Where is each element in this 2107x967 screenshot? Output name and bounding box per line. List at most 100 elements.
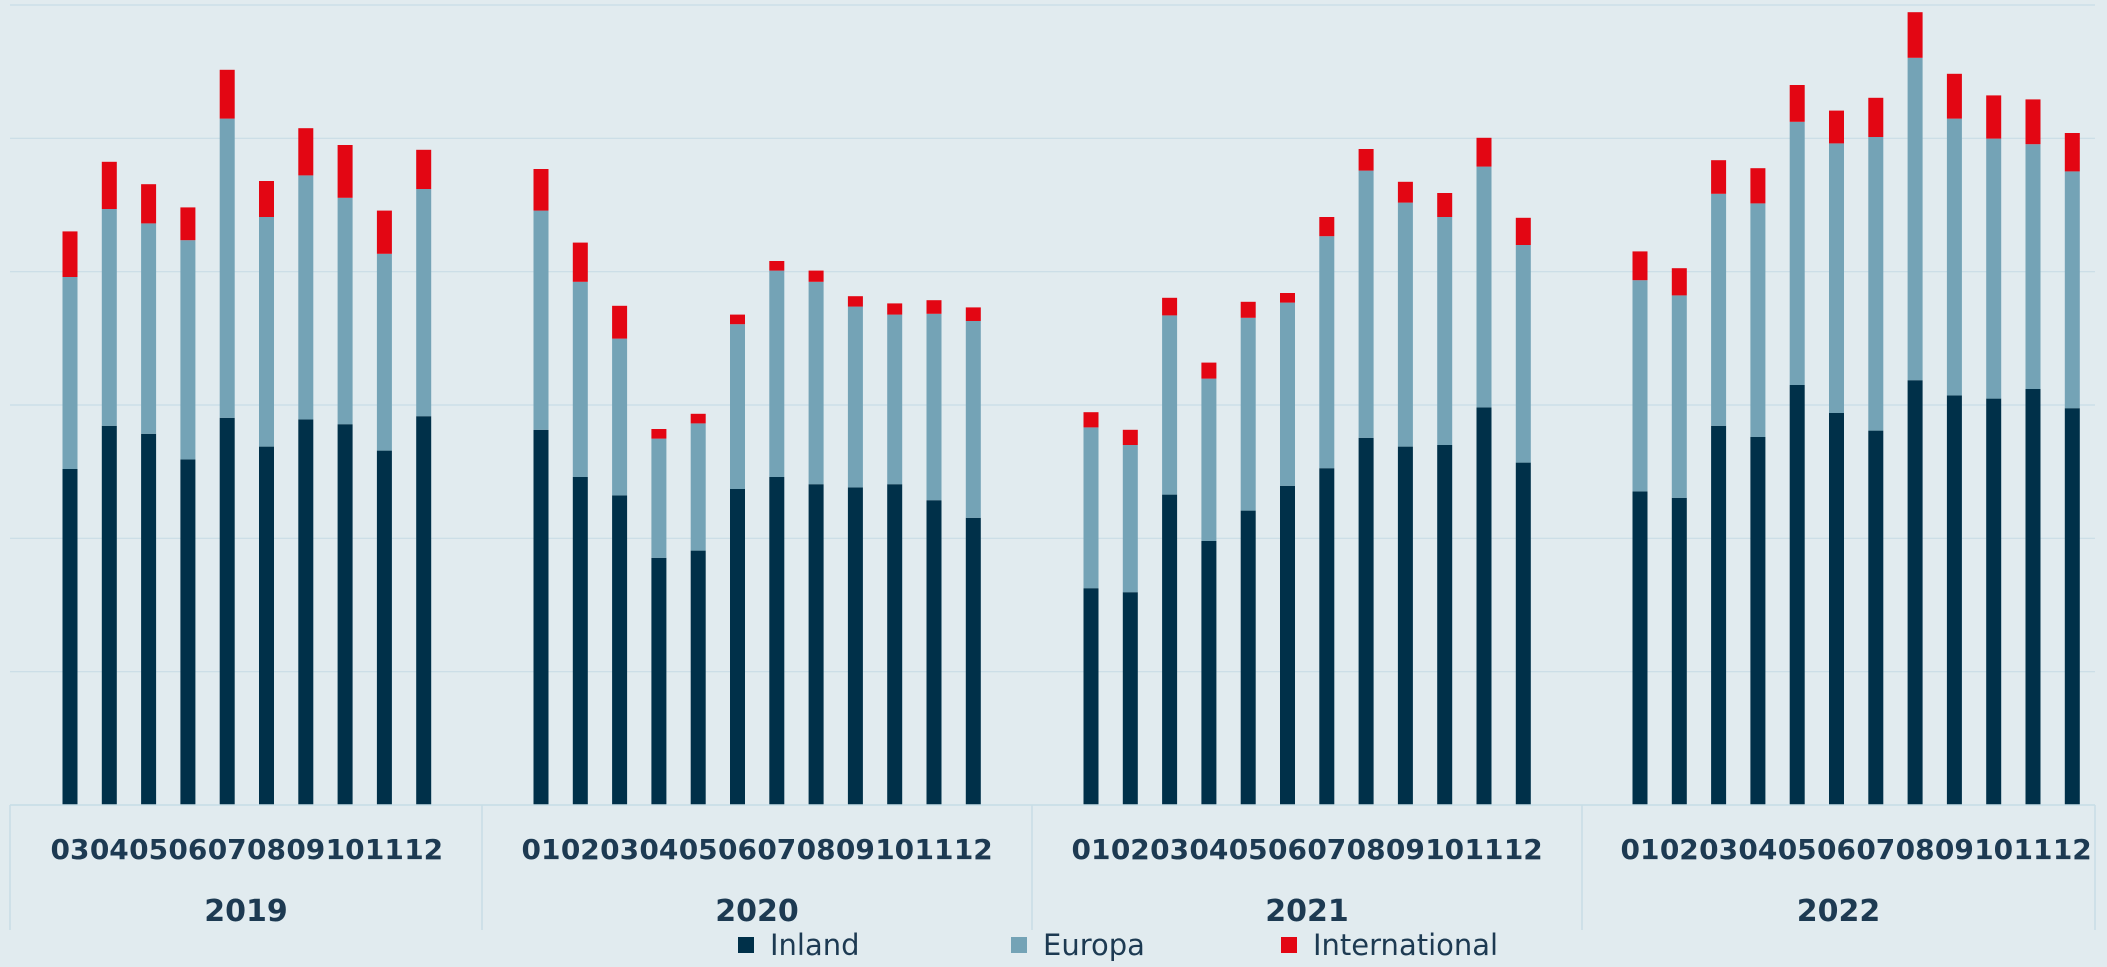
bar-segment-europa-2020-07 [769,270,785,477]
bar-segment-inland-2021-11 [1476,407,1492,805]
legend-swatch-international [1281,937,1297,953]
bar-segment-inland-2021-08 [1358,437,1374,805]
bar-segment-inland-2020-04 [651,557,667,805]
month-tick-label: 06 [1817,833,1856,866]
bar-segment-europa-2022-09 [1946,118,1962,396]
bar-segment-europa-2020-04 [651,438,667,558]
bar-segment-inland-2021-10 [1437,445,1453,805]
bar-segment-europa-2020-01 [533,210,549,430]
bar-segment-inland-2022-03 [1711,425,1727,805]
bar-segment-inland-2021-04 [1201,541,1217,805]
month-tick-label: 12 [1504,833,1543,866]
month-tick-label: 07 [757,833,796,866]
bar-segment-international-2020-04 [651,429,667,439]
bar-segment-inland-2022-05 [1789,385,1805,805]
bar-segment-international-2021-09 [1397,181,1413,203]
bar-segment-inland-2020-12 [965,517,981,805]
bar-segment-international-2019-05 [141,184,157,224]
month-tick-label: 03 [51,833,90,866]
bar-segment-europa-2020-11 [926,313,942,501]
bar-segment-international-2019-04 [101,161,117,209]
bar-segment-inland-2020-01 [533,429,549,805]
bar-segment-inland-2020-10 [887,484,903,805]
bar-segment-international-2022-01 [1632,251,1648,281]
bar-segment-europa-2021-05 [1240,317,1256,511]
month-tick-label: 05 [1229,833,1268,866]
bar-segment-europa-2020-08 [808,281,824,485]
year-label: 2022 [1797,894,1881,929]
month-tick-label: 08 [797,833,836,866]
bar-segment-europa-2021-01 [1083,427,1099,589]
bar-segment-inland-2021-02 [1122,592,1138,805]
bar-segment-europa-2021-09 [1397,202,1413,447]
bar-segment-europa-2020-10 [887,314,903,485]
month-tick-label: 04 [1189,833,1228,866]
bar-segment-inland-2022-04 [1750,437,1766,805]
bar-segment-international-2022-06 [1829,110,1844,144]
bar-segment-international-2022-05 [1789,85,1805,122]
bar-segment-europa-2022-01 [1632,280,1648,492]
year-label: 2021 [1265,894,1349,929]
month-tick-label: 12 [2053,833,2092,866]
gridlines [10,4,2095,806]
legend-swatch-inland [738,937,754,953]
bar-segment-international-2019-08 [259,181,274,217]
legend-label-international: International [1313,928,1498,962]
bar-segment-europa-2019-10 [337,197,353,425]
bar-segment-inland-2019-03 [62,469,78,805]
bars [62,12,2080,805]
bar-segment-inland-2021-03 [1162,494,1178,805]
month-tick-label: 11 [365,833,404,866]
bar-segment-international-2019-03 [62,231,78,277]
bar-segment-europa-2019-04 [101,209,117,426]
month-tick-label: 08 [1347,833,1386,866]
bar-segment-inland-2019-05 [141,433,157,805]
bar-segment-international-2020-08 [808,270,824,282]
bar-segment-europa-2021-02 [1122,445,1138,593]
month-tick-label: 09 [1935,833,1974,866]
year-label: 2020 [715,894,799,929]
month-tick-label: 05 [1778,833,1817,866]
bar-segment-international-2020-07 [769,261,785,271]
legend-label-europa: Europa [1043,928,1145,962]
bar-segment-international-2020-09 [847,296,863,307]
bar-segment-inland-2020-08 [808,484,824,805]
bar-segment-europa-2021-04 [1201,378,1217,541]
month-tick-label: 08 [247,833,286,866]
legend-label-inland: Inland [770,928,860,962]
bar-segment-inland-2019-08 [259,446,274,805]
bar-segment-inland-2022-10 [1986,398,2002,805]
bar-segment-international-2021-08 [1358,149,1374,171]
bar-segment-inland-2022-02 [1671,497,1687,805]
month-tick-label: 07 [208,833,247,866]
bar-segment-europa-2020-02 [572,281,588,477]
bar-segment-international-2021-04 [1201,362,1217,379]
month-tick-label: 05 [679,833,718,866]
month-tick-label: 01 [1072,833,1111,866]
month-tick-label: 07 [1307,833,1346,866]
month-tick-label: 04 [639,833,678,866]
bar-segment-europa-2019-08 [259,217,274,447]
bar-segment-inland-2020-06 [730,489,745,805]
bar-segment-europa-2022-07 [1868,137,1884,431]
month-tick-label: 09 [836,833,875,866]
bar-segment-europa-2019-03 [62,277,78,469]
bar-segment-europa-2020-03 [612,338,628,496]
bar-segment-inland-2019-12 [416,416,432,805]
bar-segment-europa-2021-12 [1515,245,1531,463]
bar-segment-europa-2022-08 [1907,57,1923,381]
month-tick-label: 10 [1425,833,1464,866]
month-tick-label: 09 [1386,833,1425,866]
bar-segment-inland-2021-07 [1319,468,1335,805]
month-tick-label: 08 [1896,833,1935,866]
month-tick-label: 10 [1974,833,2013,866]
bar-segment-international-2022-07 [1868,97,1884,137]
month-tick-label: 11 [1465,833,1504,866]
bar-segment-europa-2020-05 [690,423,706,551]
bar-segment-international-2019-11 [376,210,392,254]
bar-segment-europa-2020-06 [730,324,745,489]
bar-segment-international-2020-05 [690,413,706,424]
bar-segment-inland-2020-03 [612,495,628,805]
bar-segment-international-2019-12 [416,149,432,189]
